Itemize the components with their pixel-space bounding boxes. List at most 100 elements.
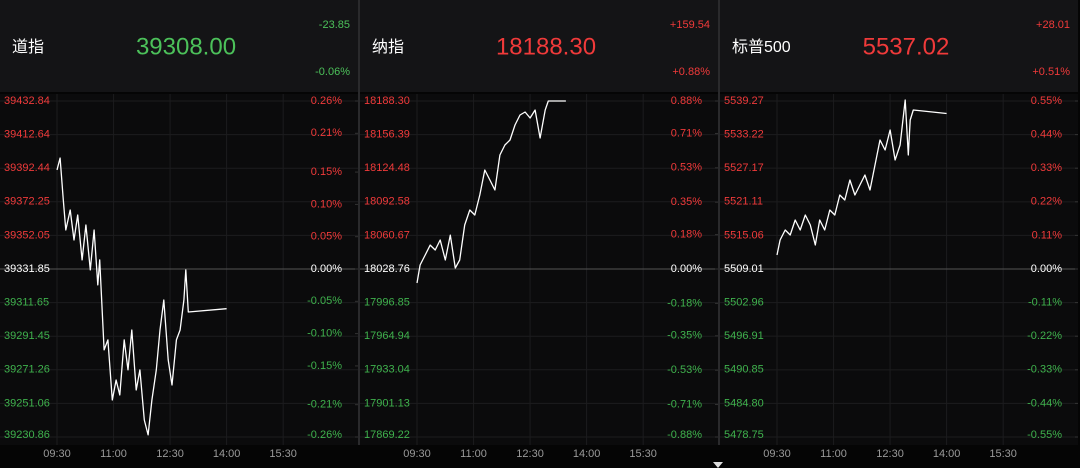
y-tick-label: 39291.45 bbox=[4, 330, 50, 342]
y-tick-label: 39251.06 bbox=[4, 397, 50, 409]
y-tick-label: 5533.22 bbox=[724, 128, 764, 140]
y2-tick-label: -0.18% bbox=[667, 297, 702, 309]
index-change-pct: +0.51% bbox=[1032, 66, 1070, 78]
y2-tick-label: 0.22% bbox=[1031, 196, 1062, 208]
y-tick-label: 18028.76 bbox=[364, 263, 410, 275]
y2-tick-label: 0.18% bbox=[671, 229, 702, 241]
y-tick-label: 5496.91 bbox=[724, 330, 764, 342]
index-panel: 标普500 5537.02 +28.01 +0.51% 09:30 11:00 12:30 1… bbox=[720, 0, 1078, 460]
x-tick-label: 12:30 bbox=[876, 448, 904, 460]
scroll-indicator bbox=[713, 462, 723, 468]
index-panel: 道指 39308.00 -23.85 -0.06% 09:30 11:00 12:30 14:… bbox=[0, 0, 358, 460]
x-tick-label: 12:30 bbox=[516, 448, 544, 460]
x-tick-label: 15:30 bbox=[629, 448, 657, 460]
y2-tick-label: 0.88% bbox=[671, 95, 702, 107]
y2-tick-label: 0.11% bbox=[1032, 229, 1063, 241]
y-tick-label: 18060.67 bbox=[364, 229, 410, 241]
y-tick-label: 39412.64 bbox=[4, 129, 50, 141]
y2-tick-label: -0.05% bbox=[307, 295, 342, 307]
y2-tick-label: 0.71% bbox=[671, 127, 702, 139]
y2-tick-label: -0.10% bbox=[307, 328, 342, 340]
y-tick-label: 39392.44 bbox=[4, 162, 50, 174]
y2-tick-label: -0.35% bbox=[667, 330, 702, 342]
price-line bbox=[416, 100, 566, 284]
y2-tick-label: 0.15% bbox=[311, 166, 342, 178]
y2-tick-label: 0.53% bbox=[671, 162, 702, 174]
y-tick-label: 17964.94 bbox=[364, 330, 410, 342]
y-tick-label: 39230.86 bbox=[4, 429, 50, 441]
x-tick-label: 14:00 bbox=[213, 448, 241, 460]
x-tick-label: 15:30 bbox=[989, 448, 1017, 460]
y-tick-label: 17996.85 bbox=[364, 297, 410, 309]
y2-tick-label: -0.15% bbox=[307, 360, 342, 372]
y2-tick-label: -0.21% bbox=[307, 399, 342, 411]
y-tick-label: 39271.26 bbox=[4, 364, 50, 376]
index-change: -23.85 bbox=[319, 19, 350, 31]
index-change-pct: +0.88% bbox=[672, 66, 710, 78]
y-tick-label: 5515.06 bbox=[724, 229, 764, 241]
y-tick-label: 18124.48 bbox=[364, 162, 410, 174]
price-line bbox=[56, 157, 227, 436]
index-name: 道指 bbox=[12, 38, 44, 56]
y2-tick-label: 0.05% bbox=[311, 231, 342, 243]
y-tick-label: 5478.75 bbox=[724, 429, 764, 441]
x-tick-label: 09:30 bbox=[403, 448, 431, 460]
y-tick-label: 39352.05 bbox=[4, 229, 50, 241]
y-tick-label: 17901.13 bbox=[364, 397, 410, 409]
x-tick-label: 14:00 bbox=[933, 448, 961, 460]
x-tick-label: 11:00 bbox=[460, 448, 487, 460]
index-change: +159.54 bbox=[670, 19, 710, 31]
y2-tick-label: -0.71% bbox=[667, 398, 702, 410]
x-tick-label: 15:30 bbox=[269, 448, 297, 460]
y2-tick-label: -0.53% bbox=[667, 364, 702, 376]
y-tick-label: 39372.25 bbox=[4, 196, 50, 208]
y-tick-label: 5521.11 bbox=[724, 196, 763, 208]
index-change: +28.01 bbox=[1036, 19, 1070, 31]
y-tick-label: 39311.65 bbox=[4, 297, 49, 309]
index-price: 5537.02 bbox=[863, 33, 950, 60]
index-change-pct: -0.06% bbox=[315, 66, 350, 78]
y2-tick-label: 0.35% bbox=[671, 196, 702, 208]
y-tick-label: 5539.27 bbox=[724, 95, 764, 107]
index-price: 39308.00 bbox=[136, 33, 236, 60]
y2-tick-label: 0.00% bbox=[1031, 263, 1062, 275]
y-tick-label: 17869.22 bbox=[364, 429, 410, 441]
y2-tick-label: 0.10% bbox=[311, 198, 342, 210]
y-tick-label: 5484.80 bbox=[724, 397, 764, 409]
y2-tick-label: -0.22% bbox=[1027, 330, 1062, 342]
x-tick-label: 14:00 bbox=[573, 448, 601, 460]
index-name: 纳指 bbox=[372, 38, 404, 56]
x-tick-label: 12:30 bbox=[156, 448, 184, 460]
y2-tick-label: -0.26% bbox=[307, 429, 342, 441]
y2-tick-label: -0.11% bbox=[1028, 297, 1062, 309]
y-tick-label: 18156.39 bbox=[364, 129, 410, 141]
y2-tick-label: 0.21% bbox=[311, 127, 342, 139]
y2-tick-label: 0.00% bbox=[311, 263, 342, 275]
index-price: 18188.30 bbox=[496, 33, 596, 60]
y-tick-label: 18188.30 bbox=[364, 95, 410, 107]
y2-tick-label: 0.00% bbox=[671, 263, 702, 275]
y2-tick-label: -0.88% bbox=[667, 429, 702, 441]
y-tick-label: 5509.01 bbox=[724, 263, 764, 275]
y-tick-label: 5502.96 bbox=[724, 296, 764, 308]
y2-tick-label: -0.44% bbox=[1027, 397, 1062, 409]
y2-tick-label: 0.26% bbox=[311, 95, 342, 107]
header-bg bbox=[0, 0, 358, 92]
y-tick-label: 5527.17 bbox=[724, 162, 764, 174]
header-bg bbox=[720, 0, 1078, 92]
x-tick-label: 11:00 bbox=[820, 448, 847, 460]
y-tick-label: 39432.84 bbox=[4, 95, 50, 107]
y-tick-label: 18092.58 bbox=[364, 196, 410, 208]
x-tick-label: 09:30 bbox=[43, 448, 71, 460]
y2-tick-label: 0.44% bbox=[1031, 129, 1062, 141]
y2-tick-label: 0.55% bbox=[1031, 95, 1062, 107]
y2-tick-label: 0.33% bbox=[1031, 162, 1062, 174]
x-tick-label: 09:30 bbox=[763, 448, 791, 460]
index-panel: 纳指 18188.30 +159.54 +0.88% 09:30 11:00 12:30 14… bbox=[360, 0, 718, 460]
index-name: 标普500 bbox=[732, 38, 791, 56]
y-tick-label: 39331.85 bbox=[4, 263, 50, 275]
x-tick-label: 11:00 bbox=[100, 448, 127, 460]
y-tick-label: 5490.85 bbox=[724, 364, 764, 376]
y2-tick-label: -0.33% bbox=[1027, 364, 1062, 376]
